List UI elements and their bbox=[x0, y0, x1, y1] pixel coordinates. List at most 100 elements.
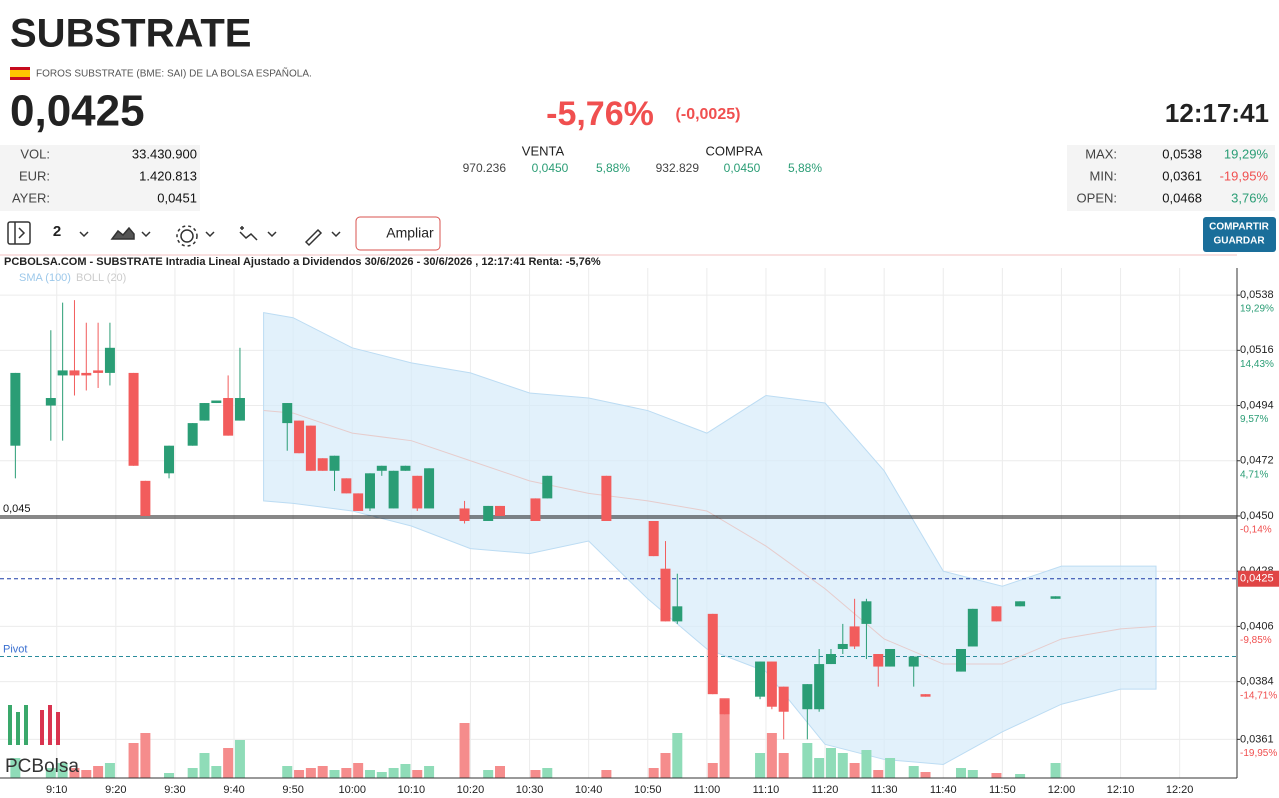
stats-bg bbox=[0, 145, 200, 211]
x-tick-label: 9:10 bbox=[46, 784, 67, 796]
candle-body bbox=[967, 608, 978, 647]
share-label[interactable]: GUARDAR bbox=[1213, 236, 1265, 247]
stat-value: 0,0451 bbox=[157, 190, 197, 205]
stat-value: 33.430.900 bbox=[132, 146, 197, 161]
book-cell: 5,88% bbox=[788, 161, 822, 175]
y-tick-pct: 14,43% bbox=[1240, 359, 1274, 370]
volume-bar bbox=[187, 768, 198, 778]
x-tick-label: 11:20 bbox=[812, 784, 839, 796]
volume-bar bbox=[388, 768, 399, 778]
candle-body bbox=[282, 403, 293, 424]
share-label[interactable]: COMPARTIR bbox=[1209, 222, 1270, 233]
candle-body bbox=[495, 505, 506, 516]
share-button[interactable] bbox=[1203, 217, 1276, 252]
y-tick-label: 0,0494 bbox=[1240, 399, 1274, 411]
x-tick-label: 10:30 bbox=[516, 784, 544, 796]
candle-body bbox=[542, 475, 553, 499]
toolbar bbox=[7, 221, 341, 247]
candle-body bbox=[329, 455, 340, 471]
volume-bar bbox=[766, 733, 777, 778]
stat-label: AYER: bbox=[12, 190, 50, 205]
volume-bar bbox=[400, 764, 411, 778]
volume-bar bbox=[364, 770, 375, 778]
indicator-label: SMA (100) bbox=[19, 272, 71, 284]
volume-bar bbox=[412, 770, 423, 778]
title: SUBSTRATE bbox=[10, 12, 251, 56]
x-tick-label: 9:20 bbox=[105, 784, 126, 796]
volume-bar bbox=[211, 766, 222, 778]
chart-type-icon[interactable] bbox=[110, 226, 135, 240]
volume-bar bbox=[294, 770, 305, 778]
y-tick-label: 0,0450 bbox=[1240, 510, 1274, 522]
volume-bar bbox=[660, 753, 671, 778]
volume-bar bbox=[967, 770, 978, 778]
volume-bar bbox=[57, 763, 68, 778]
y-tick-label: 0,0384 bbox=[1240, 676, 1274, 688]
y-tick-pct: 4,71% bbox=[1240, 469, 1268, 480]
x-tick-label: 9:50 bbox=[282, 784, 303, 796]
candle-body bbox=[57, 370, 68, 376]
book-cell: 970.236 bbox=[463, 161, 507, 175]
candle-body bbox=[849, 626, 860, 647]
subtitle: FOROS SUBSTRATE (BME: SAI) DE LA BOLSA E… bbox=[36, 67, 312, 80]
volume-bar bbox=[849, 763, 860, 778]
price: 0,0425 bbox=[10, 87, 145, 136]
book-cell: 5,88% bbox=[596, 161, 630, 175]
x-tick-label: 11:50 bbox=[989, 784, 1016, 796]
indicators-icon[interactable] bbox=[239, 226, 258, 241]
volume-bar bbox=[234, 740, 245, 778]
x-tick-label: 12:20 bbox=[1166, 784, 1194, 796]
volume-bar bbox=[495, 766, 506, 778]
candle-body bbox=[341, 478, 352, 494]
candle-body bbox=[364, 473, 375, 509]
candle-body bbox=[802, 684, 813, 710]
candle-body bbox=[305, 425, 316, 471]
stat-value: 0,0468 bbox=[1162, 190, 1202, 205]
y-tick-pct: -0,14% bbox=[1240, 525, 1272, 536]
y-tick-label: 0,0516 bbox=[1240, 344, 1274, 356]
volume-bar bbox=[861, 750, 872, 778]
volume-bar bbox=[10, 758, 21, 778]
candle-body bbox=[672, 606, 683, 622]
candle-body bbox=[766, 661, 777, 707]
volume-bar bbox=[837, 753, 848, 778]
ref-label: Pivot bbox=[3, 643, 27, 655]
change-abs: (-0,0025) bbox=[676, 106, 741, 123]
candle-body bbox=[601, 475, 612, 521]
x-tick-label: 11:10 bbox=[753, 784, 780, 796]
volume-bar bbox=[81, 770, 92, 778]
candle-body bbox=[81, 372, 92, 376]
x-tick-label: 9:30 bbox=[164, 784, 185, 796]
candle-body bbox=[199, 403, 210, 421]
period[interactable]: 2 bbox=[53, 223, 61, 240]
x-tick-label: 10:50 bbox=[634, 784, 662, 796]
book-cell: 0,0450 bbox=[532, 161, 569, 175]
candle-body bbox=[376, 465, 387, 471]
stat-label: OPEN: bbox=[1077, 190, 1117, 205]
candle-body bbox=[211, 400, 222, 404]
panel-toggle[interactable] bbox=[7, 221, 31, 245]
stat-label: EUR: bbox=[19, 168, 50, 183]
volume-bar bbox=[648, 768, 659, 778]
x-tick-label: 11:40 bbox=[930, 784, 957, 796]
settings-icon[interactable] bbox=[180, 229, 194, 243]
candle-body bbox=[719, 699, 730, 715]
volume-bar bbox=[424, 766, 435, 778]
candle-body bbox=[424, 468, 435, 509]
y-tick-pct: 9,57% bbox=[1240, 414, 1268, 425]
dropdown-arrows[interactable] bbox=[79, 231, 341, 238]
book-header: VENTA bbox=[522, 143, 565, 158]
candle-body bbox=[353, 493, 364, 511]
zoom-button[interactable] bbox=[355, 216, 441, 251]
zoom-label[interactable]: Ampliar bbox=[386, 225, 434, 241]
stat-value: 0,0361 bbox=[1162, 168, 1202, 183]
volume-bar bbox=[601, 770, 612, 778]
volume-bar bbox=[45, 768, 56, 778]
indicator-label: BOLL (20) bbox=[76, 272, 126, 284]
stat-value: 0,0538 bbox=[1162, 146, 1202, 161]
volume-bar bbox=[778, 753, 789, 778]
candle-body bbox=[837, 643, 848, 649]
draw-icon[interactable] bbox=[304, 228, 323, 247]
volume-bar bbox=[199, 753, 210, 778]
volume-bar bbox=[483, 770, 494, 778]
